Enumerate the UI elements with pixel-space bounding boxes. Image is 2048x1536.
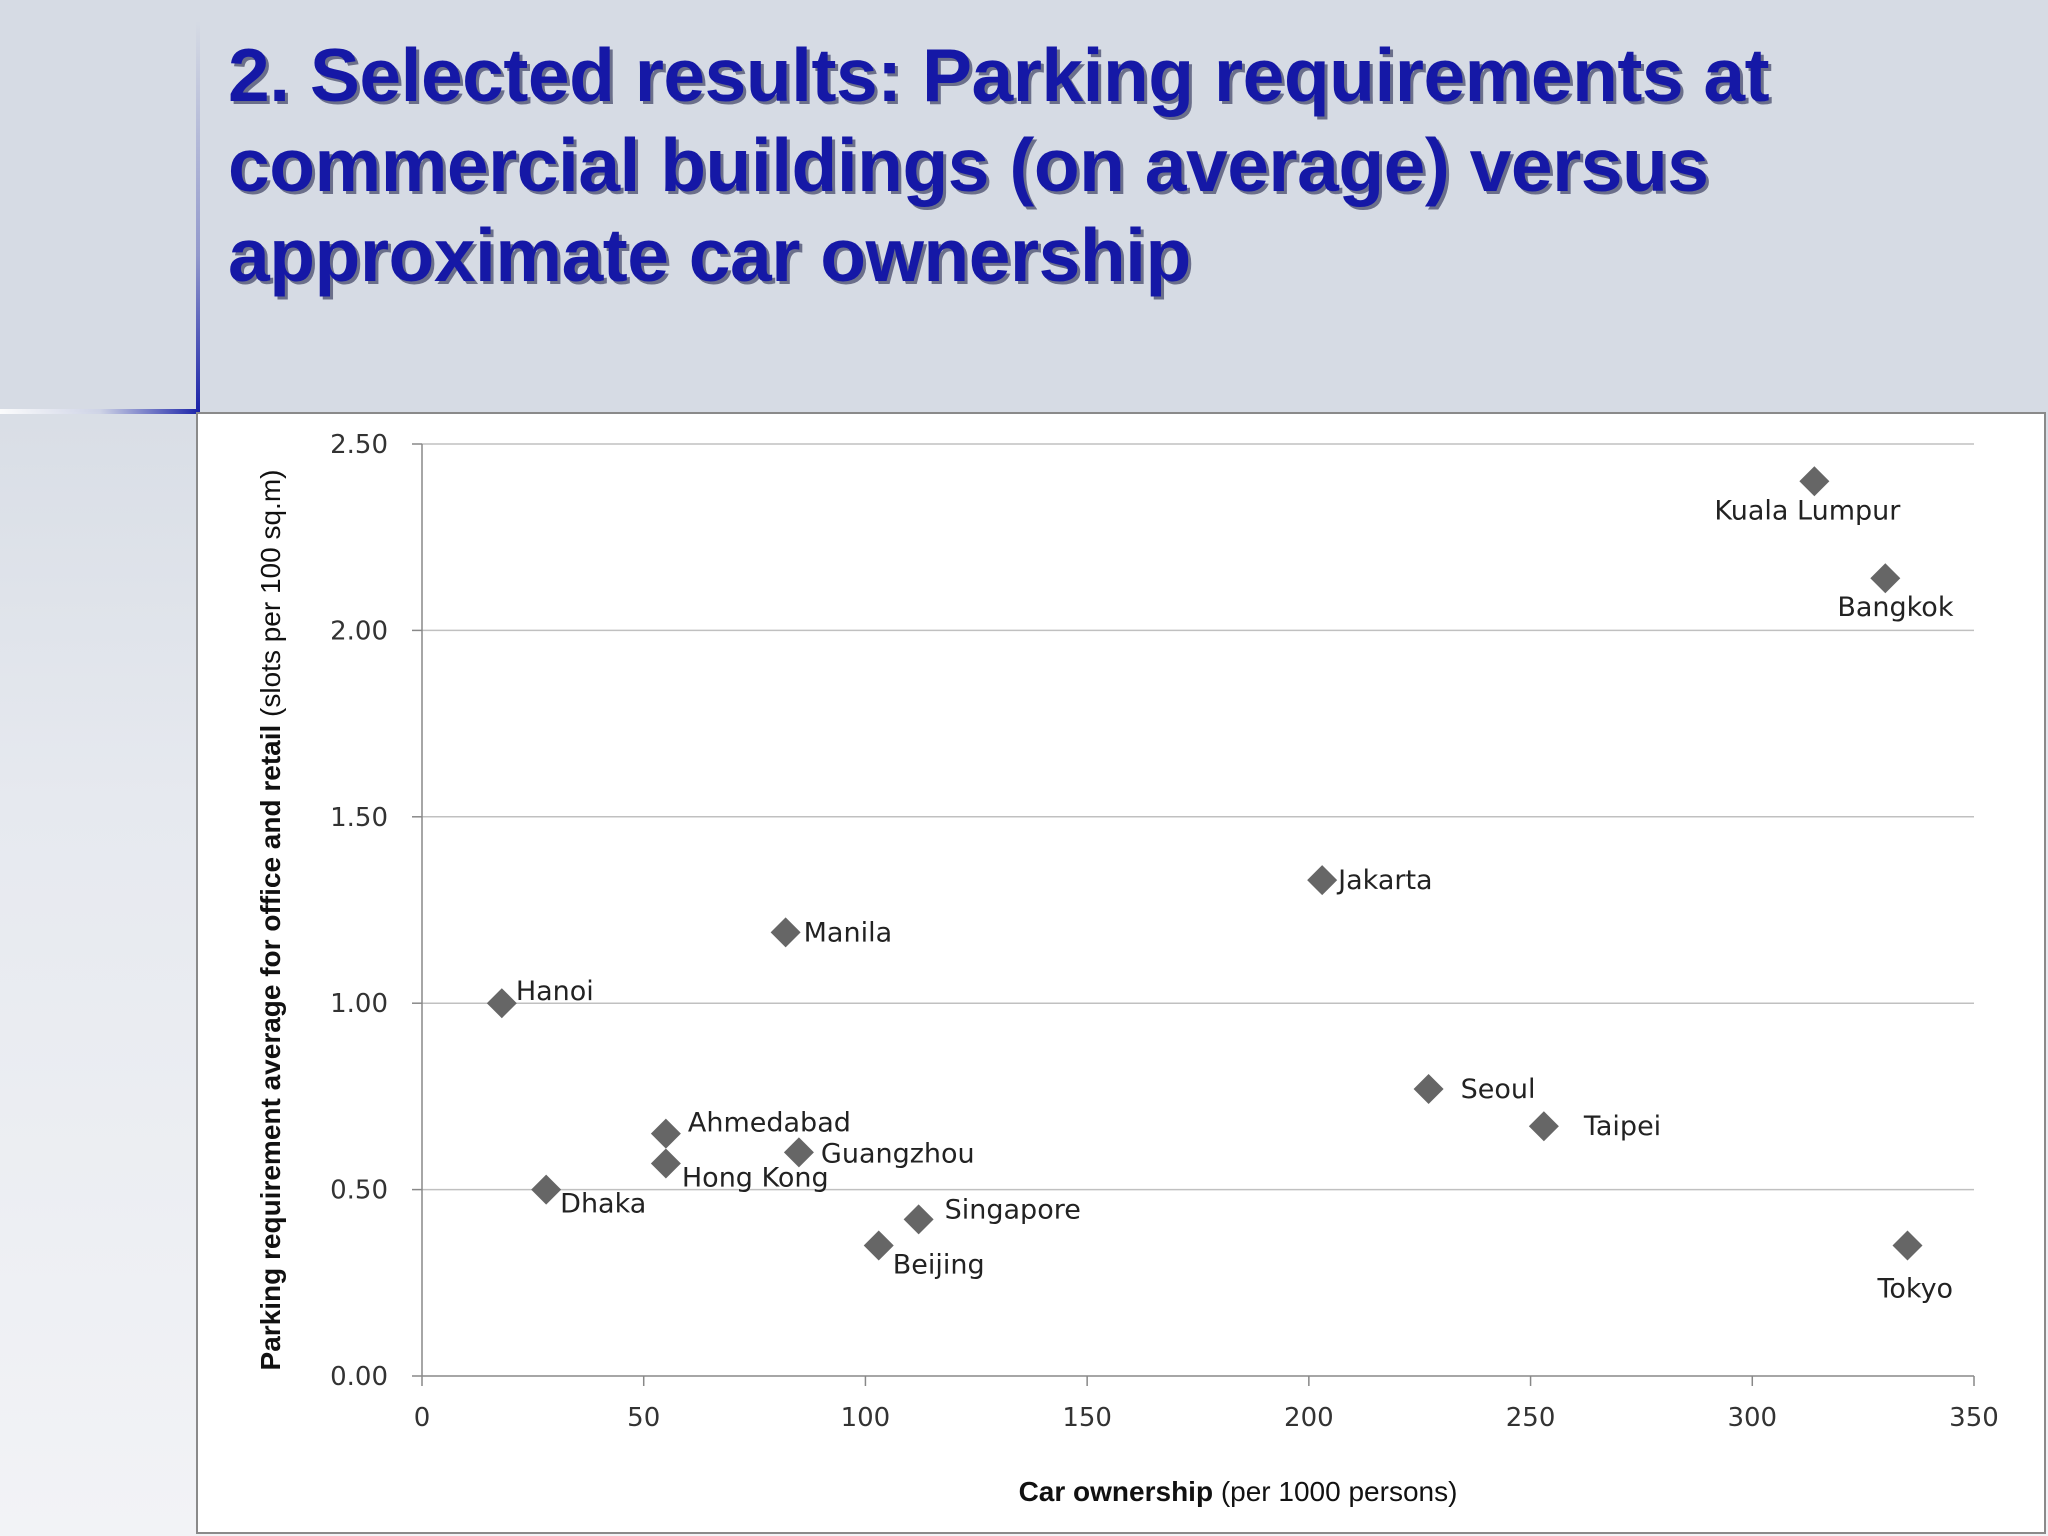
y-tick-label: 2.50 <box>330 430 388 460</box>
data-point-marker <box>531 1174 562 1205</box>
y-tick-label: 0.50 <box>330 1176 388 1206</box>
x-axis-title: Car ownership (per 1000 persons) <box>1019 1476 1458 1507</box>
data-point-label: Seoul <box>1461 1074 1536 1105</box>
y-tick-label: 2.00 <box>330 616 388 646</box>
axes: 0.00 0.50 1.00 1.50 2.00 2.50 0 50 100 150 200 250 3… <box>330 430 1999 1433</box>
x-tick-label: 300 <box>1727 1403 1777 1433</box>
accent-vertical-line <box>196 20 200 412</box>
data-point-label: Kuala Lumpur <box>1714 495 1901 526</box>
x-tick-label: 250 <box>1506 1403 1556 1433</box>
y-axis-title: Parking requirement average for office a… <box>255 470 286 1371</box>
x-tick-label: 200 <box>1284 1403 1334 1433</box>
x-axis-title-bold: Car ownership <box>1019 1476 1213 1507</box>
y-axis-title-rest: (slots per 100 sq.m) <box>255 470 286 725</box>
data-point-marker <box>1799 466 1830 497</box>
data-point-marker <box>1892 1230 1923 1261</box>
y-axis-title-bold: Parking requirement average for office a… <box>255 725 286 1371</box>
x-tick-label: 350 <box>1949 1403 1999 1433</box>
data-point-marker <box>770 917 801 948</box>
data-point-marker <box>650 1118 681 1149</box>
data-point-label: Jakarta <box>1336 865 1432 896</box>
x-tick-label: 50 <box>627 1403 660 1433</box>
scatter-chart: 0.00 0.50 1.00 1.50 2.00 2.50 0 50 100 150 200 250 3… <box>255 430 1999 1507</box>
data-point-label: Beijing <box>893 1250 985 1281</box>
data-point-marker <box>783 1137 814 1168</box>
data-point-label: Hong Kong <box>682 1163 829 1194</box>
data-point-label: Hanoi <box>516 976 594 1007</box>
data-point-label: Taipei <box>1583 1111 1661 1142</box>
accent-horizontal-line <box>0 409 200 414</box>
x-tick-label: 0 <box>414 1403 431 1433</box>
data-point-label: Tokyo <box>1876 1274 1953 1305</box>
x-axis-title-rest: (per 1000 persons) <box>1213 1476 1457 1507</box>
y-tick-label: 1.50 <box>330 803 388 833</box>
data-point-label: Ahmedabad <box>688 1108 851 1139</box>
y-tick-label: 1.00 <box>330 989 388 1019</box>
header-band <box>0 0 2048 412</box>
data-point-label: Manila <box>804 917 893 948</box>
data-point-marker <box>1528 1111 1559 1142</box>
data-point-label: Bangkok <box>1837 592 1954 623</box>
data-point-label: Singapore <box>945 1194 1081 1225</box>
data-point-marker <box>903 1204 934 1235</box>
data-point-marker <box>650 1148 681 1179</box>
data-point-marker <box>1870 563 1901 594</box>
data-point-marker <box>1307 865 1338 896</box>
data-points: Kuala Lumpur Bangkok Jakarta Manila Hanoi Seo… <box>486 466 1954 1305</box>
slide-title: 2. Selected results: Parking requirement… <box>228 33 1770 297</box>
data-point-label: Dhaka <box>560 1189 646 1220</box>
data-point-marker <box>863 1230 894 1261</box>
x-tick-label: 100 <box>841 1403 891 1433</box>
gridlines <box>422 443 1974 1191</box>
data-point-marker <box>1413 1073 1444 1104</box>
chart-area: 0.00 0.50 1.00 1.50 2.00 2.50 0 50 100 150 200 250 3… <box>196 412 2046 1534</box>
y-tick-label: 0.00 <box>330 1362 388 1392</box>
x-tick-label: 150 <box>1062 1403 1112 1433</box>
data-point-label: Guangzhou <box>821 1138 975 1169</box>
data-point-marker <box>486 988 517 1019</box>
